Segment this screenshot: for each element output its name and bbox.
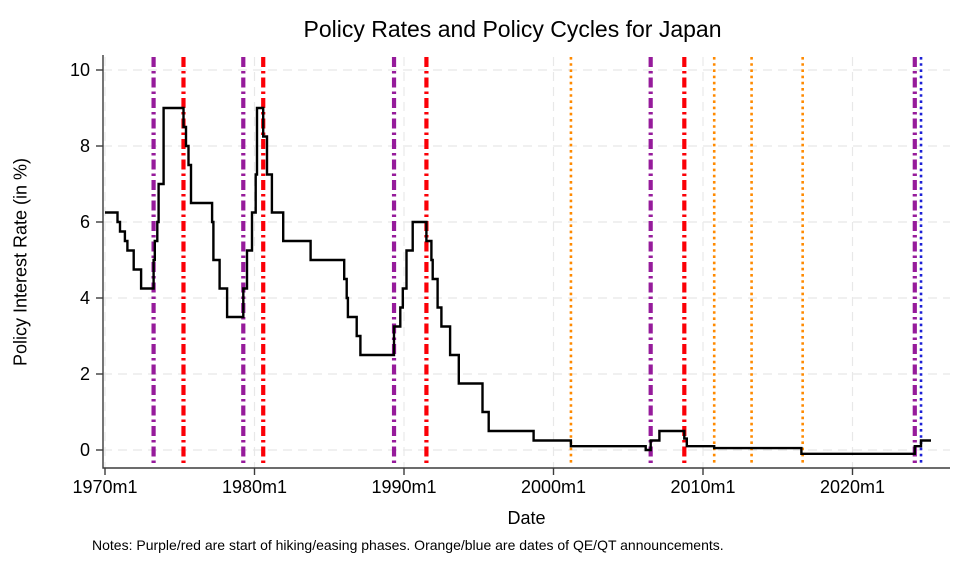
x-tick-label: 2010m1 bbox=[670, 477, 735, 497]
x-tick-label: 1990m1 bbox=[371, 477, 436, 497]
chart-title: Policy Rates and Policy Cycles for Japan bbox=[303, 16, 722, 42]
gridlines bbox=[103, 57, 950, 468]
y-tick-label: 4 bbox=[80, 288, 90, 308]
x-tick-label: 1980m1 bbox=[222, 477, 287, 497]
y-tick-label: 2 bbox=[80, 364, 90, 384]
x-tick-label: 1970m1 bbox=[72, 477, 137, 497]
axes: 0 2 4 6 8 10 1970m1 1980m1 1990m1 2000m1 2010m1 202… bbox=[70, 55, 950, 497]
y-tick-label: 10 bbox=[70, 60, 90, 80]
x-tick-label: 2020m1 bbox=[820, 477, 885, 497]
x-tick-label: 2000m1 bbox=[521, 477, 586, 497]
x-axis-title: Date bbox=[507, 508, 546, 528]
policy-rate-line bbox=[105, 106, 931, 455]
chart-notes: Notes: Purple/red are start of hiking/ea… bbox=[92, 537, 724, 553]
y-tick-label: 0 bbox=[80, 440, 90, 460]
data-series bbox=[105, 106, 931, 455]
y-tick-label: 6 bbox=[80, 212, 90, 232]
y-tick-label: 8 bbox=[80, 136, 90, 156]
axis-lines bbox=[102, 55, 950, 469]
event-lines bbox=[151, 57, 923, 466]
